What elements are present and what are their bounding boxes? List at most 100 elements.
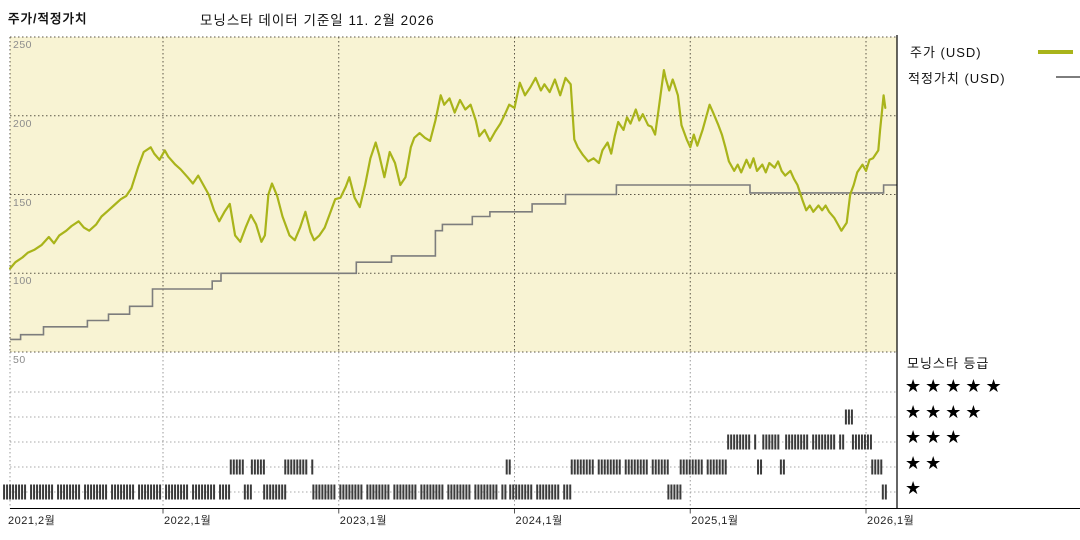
rating-tick [246,484,249,500]
rating-legend-row-1-star: ★ [905,478,926,498]
fair-value-line [10,184,897,341]
rating-tick [739,434,742,450]
rating-tick [381,484,384,500]
rating-tick [871,459,874,475]
rating-tick [423,484,426,500]
rating-tick [492,484,495,500]
rating-tick [51,484,54,500]
rating-legend-row-5-star: ★★★★★ [905,376,1006,396]
rating-tick [657,459,660,475]
rating-tick [712,459,715,475]
rating-tick [474,484,477,500]
x-axis-label: 2023,1월 [339,515,388,527]
rating-tick [192,484,195,500]
rating-tick [724,459,727,475]
rating-tick [339,484,342,500]
rating-tick [90,484,93,500]
rating-tick [615,459,618,475]
rating-tick [263,484,266,500]
rating-tick [830,434,833,450]
rating-tick [742,434,745,450]
rating-tick [96,484,99,500]
rating-tick [250,459,253,475]
rating-tick [369,484,372,500]
rating-tick [21,484,24,500]
rating-tick [366,484,369,500]
rating-tick [806,434,809,450]
rating-tick [733,434,736,450]
rating-tick [524,484,527,500]
rating-tick [606,459,609,475]
y-axis-label: 250 [13,39,33,51]
rating-tick [284,484,287,500]
rating-tick [624,459,627,475]
rating-tick [259,459,262,475]
rating-tick [219,484,222,500]
rating-tick [342,484,345,500]
rating-tick [207,484,210,500]
rating-tick [639,459,642,475]
rating-tick [147,484,150,500]
rating-tick [123,484,126,500]
rating-tick [501,484,504,500]
rating-tick [144,484,147,500]
rating-tick [645,459,648,475]
x-axis-label: 2026,1월 [867,515,915,527]
rating-tick [141,484,144,500]
rating-tick [694,459,697,475]
rating-tick [15,484,18,500]
rating-tick [782,459,785,475]
rating-tick [321,484,324,500]
rating-tick [551,484,554,500]
rating-tick [762,434,765,450]
y-axis-label: 150 [13,196,33,209]
rating-tick [186,484,189,500]
rating-tick [305,459,308,475]
rating-tick [159,484,162,500]
rating-tick [863,434,866,450]
rating-tick [312,484,315,500]
rating-tick [844,409,847,425]
rating-tick [785,434,788,450]
rating-tick [794,434,797,450]
rating-tick [296,459,299,475]
rating-tick [818,434,821,450]
rating-tick [372,484,375,500]
fair-value-line-swatch-icon [1056,76,1080,78]
rating-tick [542,484,545,500]
legend-price-label: 주가 (USD) [910,45,982,60]
rating-tick [688,459,691,475]
rating-tick [709,459,712,475]
rating-tick [426,484,429,500]
rating-tick [249,484,252,500]
rating-tick [483,484,486,500]
x-axis-label: 2021,2월 [8,515,56,527]
rating-tick [272,484,275,500]
rating-tick [504,484,507,500]
rating-tick [518,484,521,500]
rating-tick [774,434,777,450]
rating-tick [6,484,9,500]
rating-tick [72,484,75,500]
rating-tick [827,434,830,450]
rating-tick [627,459,630,475]
y-axis-label: 50 [13,354,26,366]
rating-tick [566,484,569,500]
rating-tick [348,484,351,500]
rating-tick [333,484,336,500]
rating-tick [673,484,676,500]
rating-tick [860,434,863,450]
rating-tick [360,484,363,500]
rating-tick [881,484,884,500]
rating-tick [225,484,228,500]
rating-tick [679,459,682,475]
rating-tick [515,484,518,500]
rating-tick [512,484,515,500]
rating-tick [548,484,551,500]
rating-tick [585,459,588,475]
rating-tick [521,484,524,500]
rating-tick [450,484,453,500]
rating-tick [87,484,90,500]
rating-tick [420,484,423,500]
